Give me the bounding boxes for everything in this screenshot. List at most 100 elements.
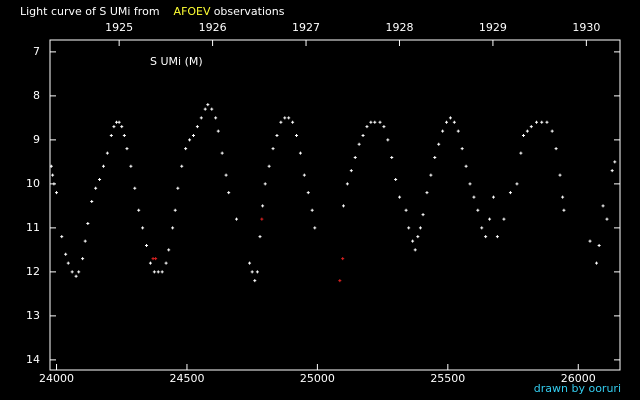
data-point xyxy=(279,120,283,124)
data-point xyxy=(373,120,377,124)
data-point xyxy=(227,191,231,195)
data-point xyxy=(521,133,525,137)
data-point xyxy=(448,116,452,120)
data-point xyxy=(433,155,437,159)
data-point xyxy=(508,191,512,195)
data-point xyxy=(180,164,184,168)
data-point xyxy=(195,125,199,129)
data-point xyxy=(464,164,468,168)
data-point xyxy=(421,213,425,217)
x-tick-label: 26000 xyxy=(561,372,596,385)
data-point xyxy=(460,147,464,151)
data-point xyxy=(148,261,152,265)
data-point xyxy=(206,103,210,107)
data-point xyxy=(525,129,529,133)
data-point xyxy=(70,270,74,274)
data-point xyxy=(184,147,188,151)
data-point xyxy=(64,252,68,256)
x-tick-label: 25500 xyxy=(430,372,465,385)
y-tick-label: 14 xyxy=(26,353,40,366)
data-point xyxy=(441,129,445,133)
data-point xyxy=(109,133,113,137)
data-point xyxy=(77,270,81,274)
data-point xyxy=(133,186,137,190)
y-tick-label: 9 xyxy=(33,133,40,146)
y-tick-label: 11 xyxy=(26,221,40,234)
data-point xyxy=(188,138,192,142)
data-point xyxy=(216,129,220,133)
y-tick-label: 7 xyxy=(33,45,40,58)
data-point xyxy=(349,169,353,173)
data-point xyxy=(171,226,175,230)
data-point xyxy=(429,173,433,177)
data-point xyxy=(224,173,228,177)
data-point xyxy=(491,195,495,199)
data-point xyxy=(613,160,617,164)
data-point xyxy=(271,147,275,151)
data-point xyxy=(437,142,441,146)
data-point xyxy=(605,217,609,221)
data-point xyxy=(66,261,70,265)
data-point xyxy=(287,116,291,120)
data-point xyxy=(425,191,429,195)
data-point xyxy=(341,204,345,208)
data-point xyxy=(404,208,408,212)
data-point xyxy=(341,257,345,261)
plot-frame xyxy=(49,39,621,371)
data-point xyxy=(313,226,317,230)
data-point xyxy=(529,125,533,129)
data-point xyxy=(610,169,614,173)
data-point xyxy=(235,217,239,221)
data-point xyxy=(94,186,98,190)
data-point xyxy=(468,182,472,186)
x-tick-label: 24000 xyxy=(39,372,74,385)
data-point xyxy=(49,164,53,168)
x2-tick-label: 1926 xyxy=(199,21,227,34)
credit: drawn by ooruri xyxy=(534,382,621,395)
data-point xyxy=(167,248,171,252)
y-tick-label: 12 xyxy=(26,265,40,278)
data-point xyxy=(173,208,177,212)
data-point xyxy=(98,177,102,181)
data-point xyxy=(515,182,519,186)
data-point xyxy=(345,182,349,186)
data-point xyxy=(151,257,155,261)
data-point xyxy=(382,125,386,129)
data-point xyxy=(120,125,124,129)
x-tick-label: 24500 xyxy=(169,372,204,385)
data-point xyxy=(398,195,402,199)
data-point xyxy=(495,235,499,239)
data-point xyxy=(295,133,299,137)
data-point xyxy=(411,239,415,243)
data-point xyxy=(164,261,168,265)
data-point xyxy=(369,120,373,124)
data-point xyxy=(129,164,133,168)
data-point xyxy=(60,235,64,239)
data-point xyxy=(306,191,310,195)
data-point xyxy=(452,120,456,124)
data-point xyxy=(456,129,460,133)
data-point xyxy=(191,133,195,137)
data-point xyxy=(472,195,476,199)
data-point xyxy=(220,151,224,155)
data-point xyxy=(275,133,279,137)
data-point xyxy=(338,279,342,283)
data-point xyxy=(156,270,160,274)
data-point xyxy=(394,177,398,181)
data-point xyxy=(445,120,449,124)
data-point xyxy=(105,151,109,155)
data-point xyxy=(476,208,480,212)
data-point xyxy=(488,217,492,221)
data-point xyxy=(176,186,180,190)
x2-tick-label: 1929 xyxy=(479,21,507,34)
data-point xyxy=(545,120,549,124)
data-point xyxy=(55,191,59,195)
data-point xyxy=(353,155,357,159)
data-point xyxy=(386,138,390,142)
data-point xyxy=(214,116,218,120)
data-point xyxy=(90,199,94,203)
data-point xyxy=(145,243,149,247)
data-point xyxy=(261,204,265,208)
data-point xyxy=(502,217,506,221)
